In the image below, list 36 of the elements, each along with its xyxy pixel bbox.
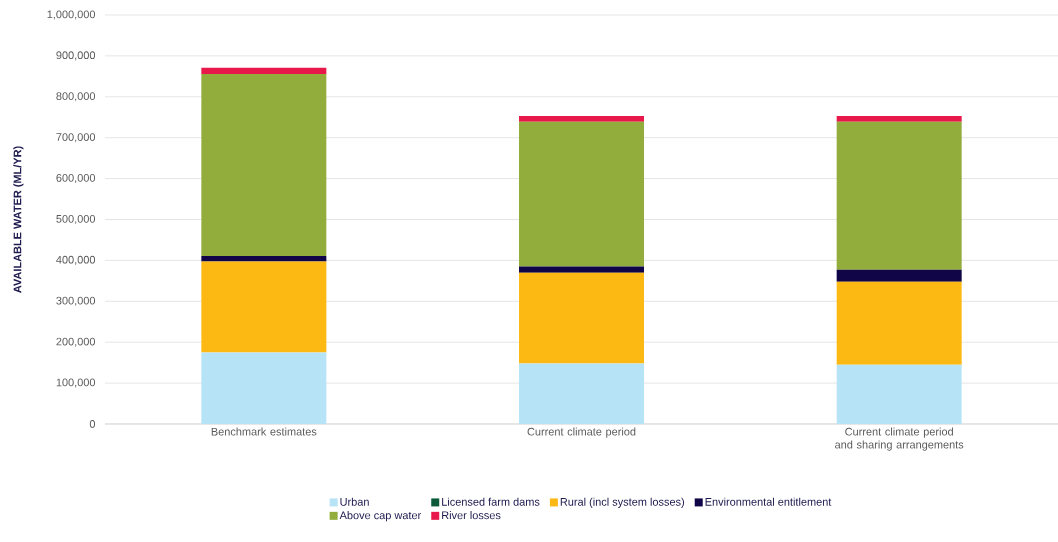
- legend-label: Urban: [340, 497, 369, 506]
- bar: [201, 261, 327, 353]
- bar: [519, 121, 645, 267]
- bar: [519, 272, 645, 364]
- legend-label: River losses: [442, 511, 501, 520]
- y-tick-label: 700,000: [56, 133, 96, 143]
- y-tick-label: 500,000: [56, 214, 96, 225]
- bar: [201, 67, 327, 74]
- bar: [519, 266, 645, 273]
- bar: [836, 364, 962, 424]
- bar: [836, 281, 962, 365]
- legend-label: Rural (incl system losses): [560, 497, 685, 508]
- y-tick-label: 1,000,000: [47, 10, 96, 20]
- bar: [201, 352, 327, 424]
- y-tick-label: 800,000: [56, 92, 96, 102]
- bar: [519, 363, 645, 424]
- bar: [519, 116, 645, 122]
- y-axis-title: AVAILABLE WATER (ML/YR): [13, 146, 24, 293]
- legend-label: Above cap water: [339, 511, 422, 522]
- y-tick-label: 200,000: [56, 337, 96, 347]
- x-tick-label: Current climate period: [527, 427, 636, 438]
- y-tick-label: 400,000: [56, 255, 96, 265]
- y-tick-label: 900,000: [56, 51, 96, 61]
- bar: [836, 116, 962, 122]
- legend-label: Environmental entitlement: [705, 497, 832, 506]
- x-tick-label: Benchmark estimates: [211, 427, 317, 436]
- y-tick-label: 100,000: [56, 378, 96, 388]
- y-tick-label: 0: [89, 420, 96, 428]
- bar: [201, 73, 327, 256]
- y-tick-label: 600,000: [56, 174, 96, 184]
- bar: [836, 269, 962, 282]
- x-tick-label: Current climate period and sharing arrangements: [835, 427, 964, 451]
- bar: [201, 255, 327, 262]
- bar: [836, 121, 962, 270]
- y-tick-label: 300,000: [56, 296, 96, 306]
- legend-label: Licensed farm dams: [442, 497, 540, 506]
